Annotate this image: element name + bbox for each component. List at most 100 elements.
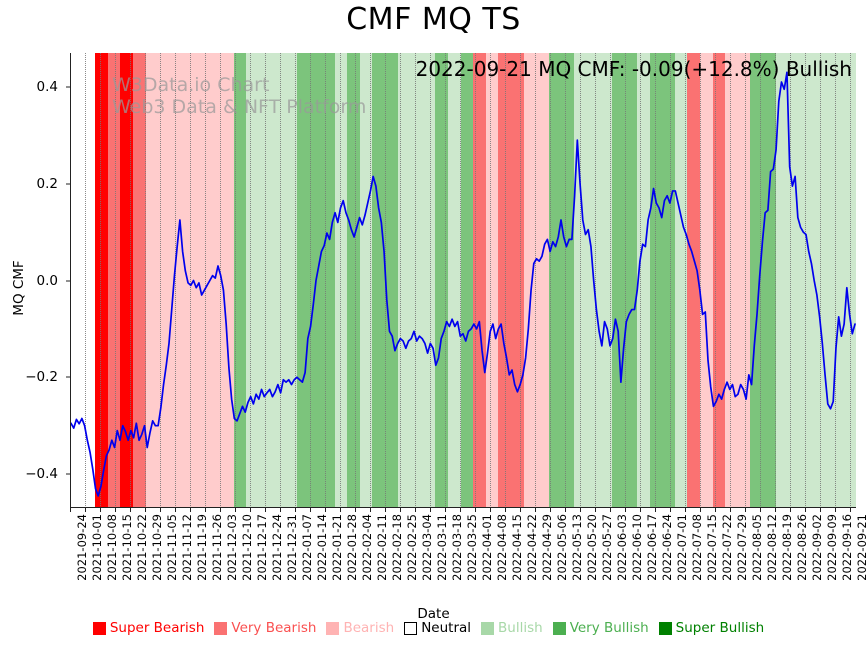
zone-band bbox=[296, 53, 310, 508]
zone-band bbox=[133, 53, 147, 508]
zone-band bbox=[813, 53, 827, 508]
gridline bbox=[250, 53, 252, 508]
x-tick-label: 2022-04-29 bbox=[540, 514, 555, 581]
x-tick-mark bbox=[490, 508, 492, 512]
zone-band bbox=[95, 53, 109, 508]
x-tick-mark bbox=[715, 508, 717, 512]
x-tick-mark bbox=[835, 508, 837, 512]
gridline bbox=[280, 53, 282, 508]
gridline bbox=[475, 53, 477, 508]
zone-band bbox=[838, 53, 856, 508]
x-tick-label: 2022-01-21 bbox=[330, 514, 345, 581]
x-tick-label: 2022-02-04 bbox=[360, 514, 375, 581]
zone-band bbox=[523, 53, 537, 508]
x-tick-label: 2021-11-19 bbox=[195, 514, 210, 581]
gridline bbox=[775, 53, 777, 508]
x-tick-mark bbox=[85, 508, 86, 512]
x-tick-label: 2022-01-28 bbox=[345, 514, 360, 581]
y-tick-label: −0.4 bbox=[25, 466, 58, 483]
zone-band bbox=[800, 53, 814, 508]
gridline bbox=[85, 53, 86, 508]
x-tick-label: 2021-10-01 bbox=[90, 514, 104, 581]
x-tick-label: 2022-06-24 bbox=[660, 514, 675, 581]
legend-item[interactable]: Very Bullish bbox=[552, 620, 649, 636]
legend-label: Neutral bbox=[421, 620, 472, 636]
legend-item[interactable]: Super Bullish bbox=[658, 620, 764, 636]
legend-item[interactable]: Bearish bbox=[326, 620, 394, 636]
x-tick-label: 2022-08-19 bbox=[780, 514, 795, 581]
x-tick-mark bbox=[70, 508, 71, 512]
gridline bbox=[400, 53, 402, 508]
x-tick-label: 2021-10-08 bbox=[105, 514, 119, 581]
zone-band bbox=[158, 53, 172, 508]
zone-band bbox=[107, 53, 121, 508]
x-tick-mark bbox=[160, 508, 162, 512]
x-tick-label: 2022-04-01 bbox=[480, 514, 495, 581]
x-tick-label: 2022-05-06 bbox=[555, 514, 570, 581]
gridline bbox=[595, 53, 597, 508]
zone-band bbox=[536, 53, 550, 508]
x-tick-label: 2022-02-11 bbox=[375, 514, 390, 581]
watermark-line-2: Web3 Data & NFT Platform bbox=[112, 96, 367, 118]
zone-band bbox=[145, 53, 159, 508]
x-tick-mark bbox=[220, 508, 222, 512]
x-tick-mark bbox=[310, 508, 312, 512]
gridline bbox=[535, 53, 537, 508]
gridline bbox=[640, 53, 642, 508]
zone-band bbox=[170, 53, 184, 508]
zone-band bbox=[599, 53, 613, 508]
gridline bbox=[610, 53, 612, 508]
zone-band bbox=[208, 53, 222, 508]
gridline bbox=[145, 53, 147, 508]
legend-item[interactable]: Bullish bbox=[481, 620, 543, 636]
x-tick-mark bbox=[655, 508, 657, 512]
x-tick-label: 2021-11-05 bbox=[165, 514, 180, 581]
zone-band bbox=[611, 53, 625, 508]
zone-band bbox=[359, 53, 373, 508]
x-tick-mark bbox=[550, 508, 552, 512]
x-tick-mark bbox=[625, 508, 627, 512]
gridline bbox=[625, 53, 627, 508]
legend-swatch bbox=[92, 621, 106, 635]
gridline bbox=[520, 53, 522, 508]
gridline bbox=[805, 53, 807, 508]
x-tick-mark bbox=[670, 508, 672, 512]
legend: Super Bearish Very Bearish Bearish Neutral B… bbox=[0, 620, 867, 636]
x-tick-mark bbox=[505, 508, 507, 512]
x-tick-mark bbox=[190, 508, 192, 512]
x-tick-label: 2021-12-10 bbox=[240, 514, 255, 581]
legend-item[interactable]: Super Bearish bbox=[92, 620, 204, 636]
page-title: CMF MQ TS bbox=[346, 2, 521, 37]
x-tick-label: 2022-02-18 bbox=[390, 514, 405, 581]
x-tick-mark bbox=[730, 508, 732, 512]
plot-area: W3Data.io Chart Web3 Data & NFT Platform… bbox=[70, 53, 856, 508]
x-tick-label: 2022-03-04 bbox=[420, 514, 435, 581]
gridline bbox=[235, 53, 237, 508]
latest-value-annotation: 2022-09-21 MQ CMF: -0.09(+12.8%) Bullish bbox=[415, 57, 852, 81]
legend-item[interactable]: Very Bearish bbox=[214, 620, 316, 636]
x-tick-mark bbox=[640, 508, 642, 512]
zone-band bbox=[498, 53, 512, 508]
zone-band bbox=[233, 53, 247, 508]
zone-band bbox=[448, 53, 462, 508]
x-tick-label: 2021-10-29 bbox=[150, 514, 165, 581]
x-tick-mark bbox=[370, 508, 372, 512]
x-tick-mark bbox=[340, 508, 342, 512]
legend-swatch bbox=[326, 621, 340, 635]
x-tick-mark bbox=[400, 508, 402, 512]
legend-item[interactable]: Neutral bbox=[404, 620, 471, 636]
x-tick-label: 2022-07-08 bbox=[690, 514, 705, 581]
gridline bbox=[700, 53, 702, 508]
zone-band bbox=[561, 53, 575, 508]
gridline bbox=[430, 53, 432, 508]
gridline bbox=[220, 53, 222, 508]
x-tick-label: 2022-05-20 bbox=[585, 514, 600, 581]
legend-label: Very Bearish bbox=[231, 620, 317, 636]
gridline bbox=[190, 53, 192, 508]
x-tick-mark bbox=[475, 508, 477, 512]
x-tick-mark bbox=[775, 508, 777, 512]
x-tick-mark bbox=[415, 508, 417, 512]
legend-label: Very Bullish bbox=[569, 620, 649, 636]
gridline bbox=[850, 53, 852, 508]
zone-band bbox=[271, 53, 285, 508]
